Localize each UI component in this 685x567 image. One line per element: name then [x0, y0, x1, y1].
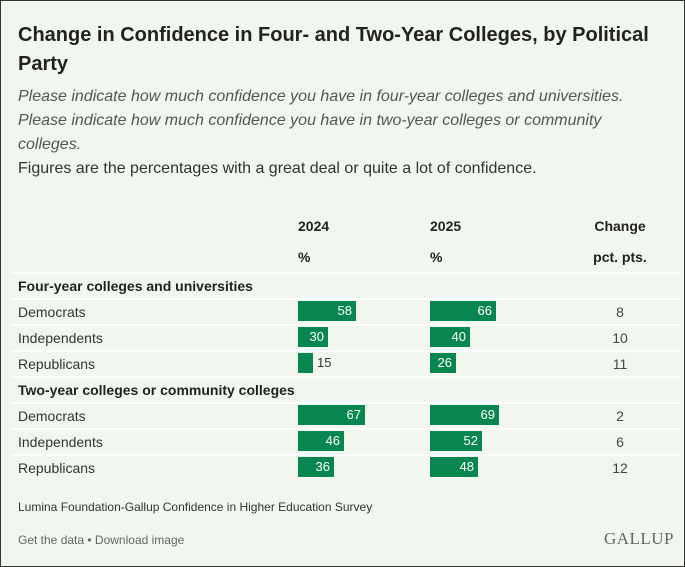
bar-v2024	[298, 431, 344, 451]
change-value: 10	[612, 330, 628, 346]
bar-v2025	[430, 327, 470, 347]
divider	[11, 402, 679, 404]
bar-v2025	[430, 457, 478, 477]
row-label: Republicans	[18, 356, 96, 372]
bar-value-v2024: 67	[346, 407, 361, 422]
bar-v2024	[298, 353, 313, 373]
source-note: Lumina Foundation-Gallup Confidence in H…	[18, 500, 373, 514]
bar-value-v2024: 46	[325, 433, 340, 448]
row-label: Democrats	[18, 408, 86, 424]
link-separator: •	[84, 533, 95, 547]
header-2024-unit: %	[298, 249, 311, 265]
row-label: Independents	[18, 434, 103, 450]
bar-value-v2024: 15	[317, 355, 332, 370]
chart-note: Figures are the percentages with a great…	[18, 160, 537, 177]
footer-links: Get the data • Download image	[18, 533, 184, 547]
change-value: 2	[616, 408, 624, 424]
bar-v2025	[430, 353, 456, 373]
bar-value-v2024: 58	[337, 303, 352, 318]
divider	[11, 324, 679, 326]
bar-v2025	[430, 405, 499, 425]
chart-title: Change in Confidence in Four- and Two-Ye…	[18, 24, 649, 75]
download-image-link[interactable]: Download image	[94, 533, 185, 547]
bar-v2024	[298, 405, 365, 425]
bar-value-v2024: 36	[315, 459, 330, 474]
change-value: 12	[612, 460, 628, 476]
header-change: Change	[594, 218, 646, 234]
gallup-logo: GALLUP	[603, 529, 674, 548]
header-2024: 2024	[298, 218, 330, 234]
bar-value-v2025: 40	[451, 329, 466, 344]
bar-v2025	[430, 431, 482, 451]
bar-value-v2025: 52	[463, 433, 478, 448]
section-label: Four-year colleges and universities	[18, 278, 253, 294]
divider	[11, 376, 679, 378]
divider	[11, 350, 679, 352]
header-change-unit: pct. pts.	[593, 249, 647, 265]
get-data-link[interactable]: Get the data	[18, 533, 85, 547]
section-label: Two-year colleges or community colleges	[18, 382, 295, 398]
header-2025-unit: %	[430, 249, 443, 265]
bar-value-v2025: 48	[459, 459, 474, 474]
bar-v2025	[430, 301, 496, 321]
divider	[11, 272, 679, 274]
chart-subtitle: Please indicate how much confidence you …	[18, 88, 624, 153]
change-value: 8	[616, 304, 624, 320]
bar-value-v2025: 66	[477, 303, 492, 318]
bar-value-v2025: 69	[480, 407, 495, 422]
divider	[11, 454, 679, 456]
row-label: Republicans	[18, 460, 96, 476]
bar-v2024	[298, 457, 334, 477]
divider	[11, 428, 679, 430]
divider	[11, 298, 679, 300]
bar-value-v2025: 26	[437, 355, 452, 370]
bar-v2024	[298, 301, 356, 321]
bar-value-v2024: 30	[309, 329, 324, 344]
header-2025: 2025	[430, 218, 462, 234]
row-label: Independents	[18, 330, 103, 346]
change-value: 11	[612, 356, 628, 372]
row-label: Democrats	[18, 304, 86, 320]
change-value: 6	[616, 434, 624, 450]
bar-v2024	[298, 327, 328, 347]
